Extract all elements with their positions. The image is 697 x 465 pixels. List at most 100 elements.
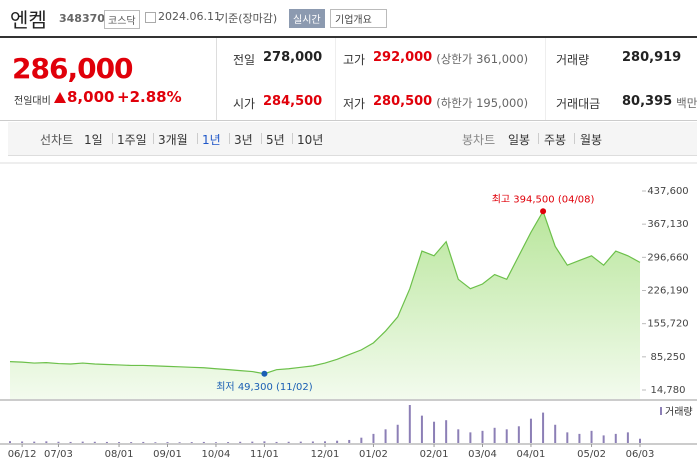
volume-bar [33,441,36,443]
volume-bar [130,442,133,443]
summary-value: 280,919 [622,50,682,65]
summary-value: 278,000 [263,50,323,65]
tab-separator [229,133,230,144]
summary-label: 저가 [343,97,366,111]
x-tick-label: 12/01 [311,449,340,460]
price-line [9,209,641,375]
x-tick-label: 02/01 [420,449,449,460]
x-tick-label: 06/03 [626,449,655,460]
period-tab[interactable]: 3개월 [158,133,188,147]
volume-bar [578,433,581,443]
summary-label: 거래대금 [556,97,601,111]
summary-value: 80,395 [622,94,673,109]
divider [545,38,546,120]
summary-rule [0,120,697,121]
volume-bar [336,440,339,443]
calendar-icon [145,12,156,23]
summary-label: 고가 [343,53,366,67]
x-tick-label: 07/03 [44,449,73,460]
candle-tab[interactable]: 주봉 [544,133,567,147]
volume-bar [81,441,84,443]
tab-group-label: 선차트 [40,133,74,147]
volume-bar [166,442,169,443]
summary-note: 백만 [676,96,697,110]
volume-bar [639,438,641,443]
tab-separator [538,133,539,144]
tab-separator [261,133,262,144]
volume-bar [227,442,230,443]
tab-separator [292,133,293,144]
volume-bar [433,421,436,443]
header-rule [0,36,697,38]
volume-bar [178,442,181,443]
volume-bar [154,442,157,443]
change-amount: 8,000 [67,88,115,106]
legend-swatch [660,407,662,415]
market-badge: 코스닥 [104,10,140,29]
up-arrow [54,92,66,103]
summary-label: 전일 [233,53,256,67]
x-tick-label: 03/04 [468,449,497,460]
y-tick-label: 367,130 [647,219,688,230]
tab-separator [153,133,154,144]
volume-bar [118,442,121,443]
summary-value: 280,500 [373,94,433,109]
volume-bar [445,420,448,443]
period-tab[interactable]: 1일 [84,133,103,147]
volume-bar [602,435,605,443]
volume-bar [626,432,629,443]
tab-bar [8,122,697,156]
company-info-dropdown[interactable]: 기업개요 [330,9,387,28]
volume-bar [408,405,411,443]
x-tick-label: 08/01 [105,449,134,460]
volume-bar [469,432,472,443]
summary-note: (상한가 361,000) [436,52,529,66]
volume-bar [542,412,545,443]
volume-bar [299,441,302,443]
summary-label: 거래량 [556,53,590,67]
tab-separator [197,133,198,144]
volume-bar [566,432,569,443]
divider [216,38,217,120]
volume-bar [493,427,496,443]
volume-bar [517,426,520,443]
x-tick-label: 05/02 [577,449,606,460]
tab-group-label: 봉차트 [462,133,496,147]
divider [335,38,336,120]
volume-bar [214,442,217,443]
period-tab[interactable]: 10년 [297,133,324,147]
period-tab[interactable]: 3년 [234,133,253,147]
y-tick-label: 14,780 [651,385,686,396]
date: 2024.06.11 [158,10,221,23]
current-price: 286,000 [12,52,134,85]
volume-bar [554,424,557,443]
volume-bar [505,429,508,443]
volume-bar [9,441,11,443]
y-tick-label: 155,720 [647,319,688,330]
candle-tab[interactable]: 일봉 [508,133,531,147]
volume-bar [275,441,278,443]
volume-bar [481,430,484,443]
period-tab[interactable]: 1년 [202,133,221,147]
x-tick-label: 11/01 [250,449,279,460]
volume-bar [202,441,205,443]
volume-bar [287,441,290,443]
summary-value: 284,500 [263,94,323,109]
area-fill [10,211,640,399]
volume-bar [263,441,266,443]
low-point [261,370,268,377]
change-label: 전일대비 [14,96,51,107]
legend-label: 거래량 [665,406,693,418]
summary-note: (하한가 195,000) [436,96,529,110]
candle-tab[interactable]: 월봉 [580,133,603,147]
volume-bar [142,441,145,443]
volume-bar [69,441,72,443]
period-tab[interactable]: 5년 [266,133,285,147]
volume-bar [105,441,108,443]
period-tab[interactable]: 1주일 [117,133,147,147]
x-tick-label: 01/02 [359,449,388,460]
realtime-button[interactable]: 실시간 [289,9,325,28]
